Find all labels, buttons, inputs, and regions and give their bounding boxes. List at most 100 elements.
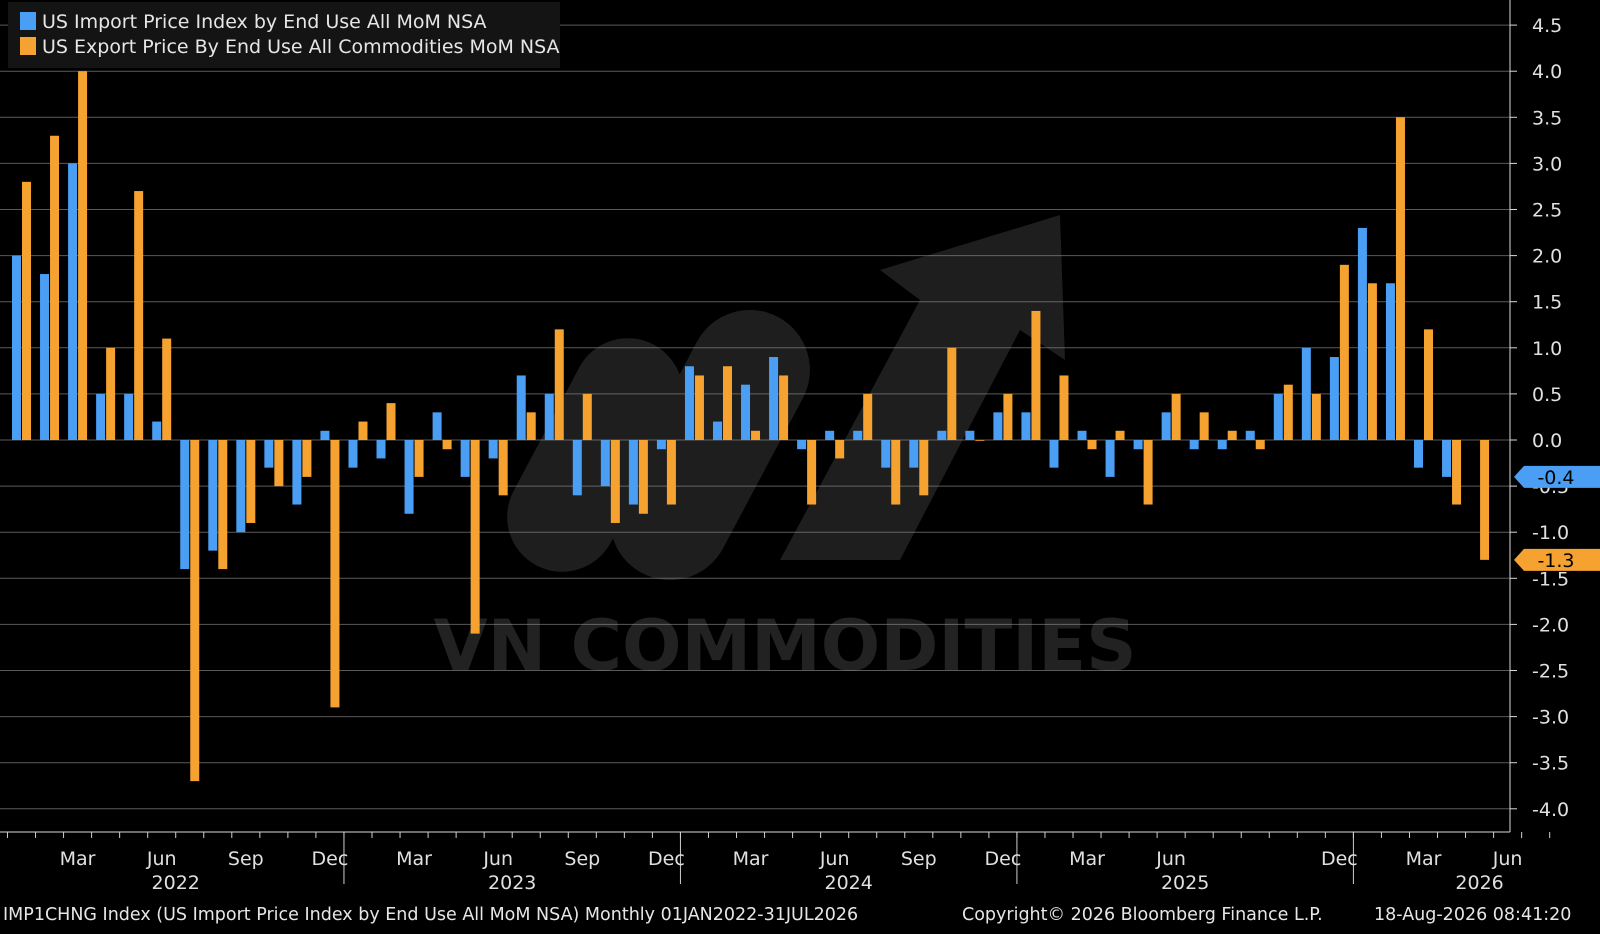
- import-bar: [853, 430, 863, 440]
- x-month-label: Mar: [1406, 848, 1442, 870]
- import-bar: [12, 255, 21, 440]
- export-bar: [330, 440, 340, 708]
- import-bar: [516, 375, 526, 440]
- import-bar: [1301, 347, 1311, 440]
- import-bar: [965, 430, 975, 440]
- import-bar: [376, 440, 386, 459]
- export-bar: [1395, 117, 1405, 441]
- x-month-label: Jun: [1155, 848, 1186, 870]
- export-bar: [134, 191, 144, 440]
- import-bar: [881, 440, 891, 468]
- y-tick-label: 3.0: [1532, 153, 1562, 175]
- y-tick-label: -1.5: [1532, 568, 1569, 590]
- import-bar: [152, 421, 162, 440]
- import-bar: [684, 366, 694, 440]
- x-month-label: Sep: [228, 848, 264, 870]
- import-bar: [1021, 412, 1031, 440]
- x-year-label: 2022: [152, 872, 200, 894]
- import-bar: [320, 430, 330, 440]
- export-bar: [106, 347, 116, 440]
- import-bar: [656, 440, 666, 450]
- import-bar: [1105, 440, 1115, 477]
- export-bar: [246, 440, 256, 523]
- export-bar: [807, 440, 817, 505]
- legend-label-export: US Export Price By End Use All Commoditi…: [42, 36, 560, 58]
- legend-label-import: US Import Price Index by End Use All MoM…: [42, 11, 487, 33]
- y-tick-label: 1.5: [1532, 292, 1562, 314]
- import-bar: [937, 430, 947, 440]
- import-bar: [488, 440, 498, 459]
- legend: US Import Price Index by End Use All MoM…: [8, 2, 560, 68]
- y-tick-label: 1.0: [1532, 338, 1562, 360]
- legend-item-export: US Export Price By End Use All Commoditi…: [20, 36, 560, 58]
- x-month-label: Jun: [1492, 848, 1523, 870]
- export-bar: [302, 440, 312, 477]
- x-year-label: 2026: [1455, 872, 1503, 894]
- x-month-label: Dec: [985, 848, 1022, 870]
- export-bar: [554, 329, 564, 440]
- y-tick-label: 3.5: [1532, 107, 1562, 129]
- export-bar: [218, 440, 228, 570]
- export-bar: [498, 440, 508, 496]
- x-month-label: Jun: [819, 848, 850, 870]
- watermark-text: VN COMMODITIES: [433, 605, 1136, 687]
- import-bar: [572, 440, 582, 496]
- y-tick-label: 0.5: [1532, 384, 1562, 406]
- import-bar: [1217, 440, 1227, 450]
- footer-copyright: Copyright© 2026 Bloomberg Finance L.P.: [962, 905, 1323, 925]
- import-bar: [1133, 440, 1143, 450]
- import-bar: [1245, 430, 1255, 440]
- export-bar: [1115, 430, 1125, 440]
- export-bar: [1143, 440, 1153, 505]
- import-bar: [180, 440, 190, 570]
- export-bar: [274, 440, 284, 487]
- y-tick-label: 4.5: [1532, 15, 1562, 37]
- export-bar: [779, 375, 789, 440]
- footer-timestamp: 18-Aug-2026 08:41:20: [1374, 905, 1572, 925]
- import-bar: [1385, 283, 1395, 440]
- legend-item-import: US Import Price Index by End Use All MoM…: [20, 11, 487, 33]
- legend-swatch-import: [20, 12, 36, 30]
- last-value-tag-bg: [1514, 465, 1600, 488]
- import-bar: [1049, 440, 1059, 468]
- import-bar: [769, 357, 779, 440]
- y-tick-label: 2.0: [1532, 246, 1562, 268]
- export-bar: [610, 440, 620, 523]
- export-bar: [1283, 384, 1293, 440]
- footer-index-description: IMP1CHNG Index (US Import Price Index by…: [3, 905, 859, 925]
- import-bar: [292, 440, 302, 505]
- y-tick-label: -3.0: [1532, 707, 1569, 729]
- import-bar: [40, 274, 50, 440]
- y-axis: 4.54.03.53.02.52.01.51.00.50.0-0.5-1.0-1…: [1509, 0, 1600, 832]
- export-bar: [1452, 440, 1462, 505]
- export-bar: [1480, 440, 1490, 560]
- import-bar: [404, 440, 414, 514]
- import-bar: [544, 393, 554, 440]
- y-tick-label: 4.0: [1532, 61, 1562, 83]
- import-bar: [797, 440, 807, 450]
- export-bar: [975, 440, 985, 441]
- export-bar: [78, 71, 88, 440]
- y-tick-label: -3.5: [1532, 753, 1569, 775]
- import-bar: [713, 421, 722, 440]
- export-bar: [1003, 393, 1013, 440]
- export-bar: [1367, 283, 1377, 440]
- export-bar: [891, 440, 901, 505]
- watermark: VN COMMODITIES: [433, 215, 1137, 687]
- import-bar: [460, 440, 470, 477]
- x-month-label: Dec: [312, 848, 349, 870]
- export-bar: [1227, 430, 1237, 440]
- export-bar: [1424, 329, 1433, 440]
- export-bar: [1199, 412, 1209, 440]
- y-tick-label: -1.0: [1532, 522, 1569, 544]
- export-bar: [190, 440, 200, 782]
- x-month-label: Sep: [564, 848, 600, 870]
- x-month-label: Mar: [396, 848, 432, 870]
- export-bar: [919, 440, 929, 496]
- import-bar: [1442, 440, 1452, 477]
- y-tick-label: -4.0: [1532, 799, 1569, 821]
- import-bar: [1414, 440, 1423, 468]
- x-month-label: Sep: [901, 848, 937, 870]
- export-bar: [947, 347, 957, 440]
